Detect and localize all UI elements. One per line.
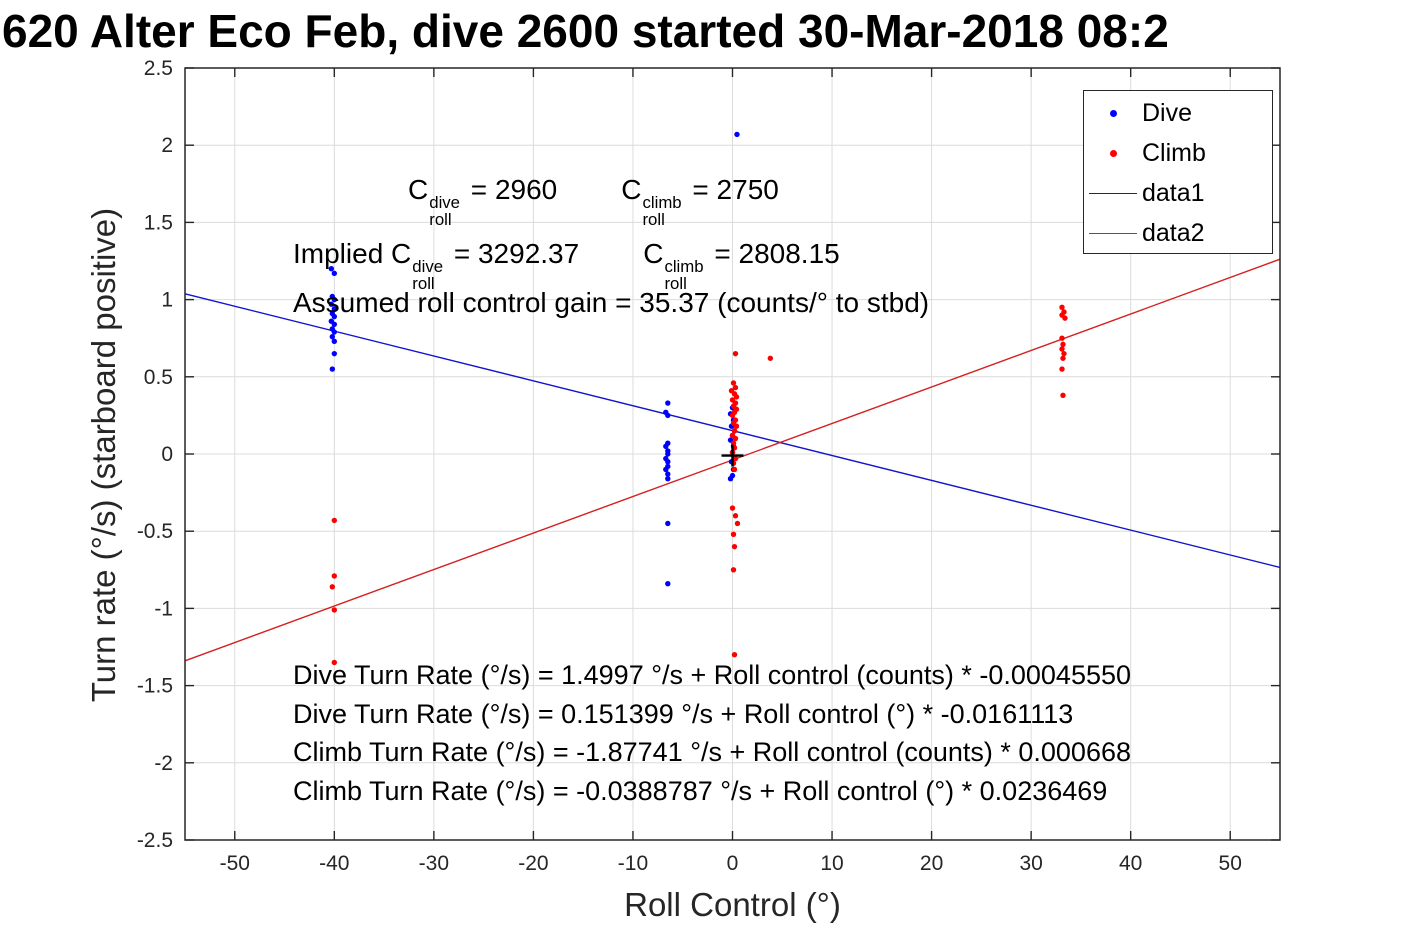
climb-dot-icon	[1084, 149, 1142, 157]
legend-item-data2: data2	[1084, 213, 1272, 253]
data1-line-icon	[1084, 192, 1142, 194]
x-tick-label: 20	[920, 852, 943, 875]
y-axis-label: Turn rate (°/s) (starboard positive)	[85, 207, 122, 703]
legend-label: data2	[1142, 218, 1205, 247]
y-tick-label: 0.5	[144, 366, 173, 389]
croll-subsup: climb roll	[642, 192, 682, 229]
legend-label: Dive	[1142, 98, 1193, 127]
equation-climb-counts: Climb Turn Rate (°/s) = -1.87741 °/s + R…	[293, 737, 1131, 768]
y-tick-label: 2	[161, 134, 173, 157]
x-tick-label: 30	[1019, 852, 1042, 875]
x-tick-label: 50	[1219, 852, 1242, 875]
y-tick-label: 0	[161, 443, 173, 466]
scatter-climb	[329, 304, 1068, 666]
x-axis-label: Roll Control (°)	[624, 886, 841, 923]
annotation-roll-gain: Assumed roll control gain = 35.37 (count…	[293, 287, 930, 318]
tick-labels: -50 -40 -30 -20 -10 0 10 20 30 40 50-2.5-2-1.5-1-0…	[137, 57, 1242, 875]
croll-subsup: dive roll	[412, 256, 444, 293]
tick-marks	[185, 67, 1280, 841]
y-tick-label: 1	[161, 289, 173, 312]
croll-subsup: dive roll	[429, 192, 461, 229]
fit-equations: Dive Turn Rate (°/s) = 1.4997 °/s + Roll…	[293, 656, 1131, 810]
y-tick-label: -0.5	[137, 520, 173, 543]
croll-subsup: climb roll	[664, 256, 704, 293]
legend-item-data1: data1	[1084, 173, 1272, 213]
implied-lead: Implied	[293, 238, 392, 269]
figure-title: 620 Alter Eco Feb, dive 2600 started 30-…	[2, 5, 1169, 57]
y-tick-label: -2.5	[137, 829, 173, 852]
dive-dot-icon	[1084, 109, 1142, 117]
x-tick-label: -20	[518, 852, 548, 875]
croll-symbol: C	[391, 238, 412, 269]
x-tick-label: 10	[820, 852, 843, 875]
equation-dive-deg: Dive Turn Rate (°/s) = 0.151399 °/s + Ro…	[293, 698, 1074, 729]
y-tick-label: -2	[154, 752, 173, 775]
y-tick-label: 2.5	[144, 57, 173, 80]
x-tick-label: -30	[419, 852, 449, 875]
legend-item-climb: Climb	[1084, 133, 1272, 173]
croll-symbol: C	[643, 238, 664, 269]
legend: Dive Climb data1 data2	[1083, 90, 1273, 254]
legend-item-dive: Dive	[1084, 93, 1272, 133]
legend-label: Climb	[1142, 138, 1206, 167]
x-tick-label: -40	[319, 852, 349, 875]
equation-dive-counts: Dive Turn Rate (°/s) = 1.4997 °/s + Roll…	[293, 660, 1132, 690]
croll-symbol: C	[621, 174, 642, 205]
x-tick-label: 40	[1119, 852, 1142, 875]
x-tick-label: 0	[727, 852, 739, 875]
x-tick-label: -50	[220, 852, 250, 875]
origin-plus-marker	[721, 444, 744, 467]
y-tick-label: -1	[154, 597, 173, 620]
equation-climb-deg: Climb Turn Rate (°/s) = -0.0388787 °/s +…	[293, 775, 1108, 806]
legend-label: data1	[1142, 178, 1205, 207]
y-tick-label: -1.5	[137, 675, 173, 698]
x-tick-label: -10	[618, 852, 648, 875]
data2-line-icon	[1084, 232, 1142, 234]
croll-symbol: C	[408, 174, 429, 205]
y-tick-label: 1.5	[144, 211, 173, 234]
